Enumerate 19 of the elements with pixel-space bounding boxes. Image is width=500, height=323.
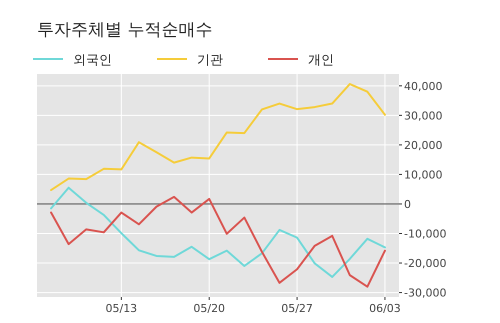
legend-label: 기관 <box>197 53 223 68</box>
y-tick-label: 20,000 <box>404 138 442 152</box>
legend-label: 외국인 <box>73 53 112 68</box>
y-tick-label: 0 <box>404 198 411 211</box>
line-series <box>50 83 386 192</box>
x-tick-label: 06/03 <box>369 302 401 315</box>
line-series <box>50 186 386 278</box>
x-tick-label: 05/27 <box>281 302 313 315</box>
y-tick-label: 10,000 <box>404 168 442 182</box>
chart-title: 투자주체별 누적순매수 <box>37 20 212 40</box>
y-tick-label: 40,000 <box>404 80 442 93</box>
x-tick-label: 05/20 <box>193 302 226 315</box>
y-tick-label: -10,000 <box>404 227 446 240</box>
legend-label: 개인 <box>308 53 334 68</box>
y-tick-label: -20,000 <box>404 257 446 270</box>
y-tick-label: -30,000 <box>404 286 446 300</box>
x-tick-label: 05/13 <box>106 302 138 315</box>
line-series <box>50 196 386 288</box>
y-tick-label: 30,000 <box>404 109 442 122</box>
